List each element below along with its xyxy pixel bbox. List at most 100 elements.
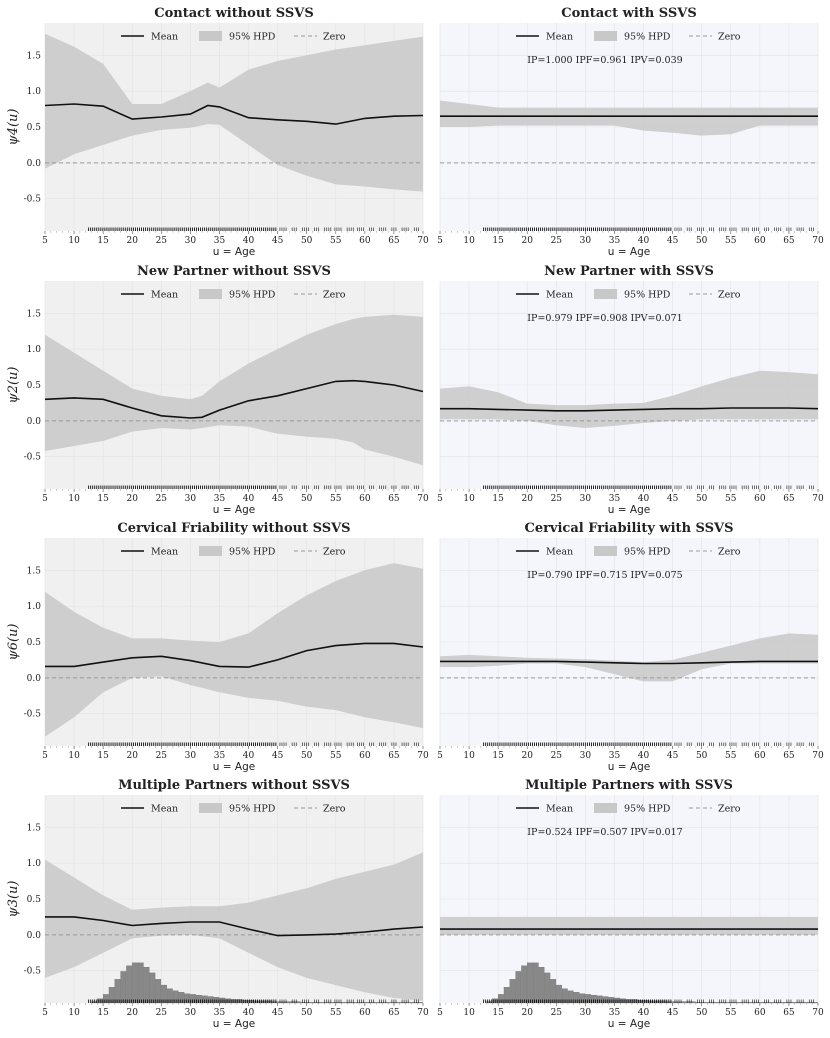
x-axis-label: u = Age (213, 1018, 255, 1030)
x-tick-label: 35 (609, 494, 621, 504)
legend-mean-label: Mean (151, 32, 178, 43)
x-tick-label: 5 (437, 494, 443, 504)
histogram-bar (108, 987, 115, 1004)
legend-hpd-swatch (199, 546, 222, 556)
x-tick-label: 10 (463, 1008, 475, 1018)
y-tick-label: 0.5 (27, 123, 42, 133)
histogram-bar (585, 994, 591, 1004)
hpd-band (440, 370, 818, 428)
histogram-bar (149, 972, 156, 1004)
y-tick-label: 1.5 (27, 823, 42, 833)
histogram-bar (812, 1002, 818, 1004)
x-tick-label: 65 (783, 236, 795, 246)
x-tick-label: 45 (272, 236, 284, 246)
legend-mean-label: Mean (151, 547, 178, 558)
x-tick-label: 60 (754, 236, 766, 246)
legend-mean-label: Mean (151, 290, 178, 301)
x-axis-label: u = Age (608, 761, 650, 773)
histogram-bar (143, 966, 150, 1004)
panel-5: 5 10 15 20 25 30 35 40 45 50 55 60 65 70 -0.5 0.0 0.5 1.0… (6, 521, 429, 773)
panel-title: Cervical Friability with SSVS (524, 521, 733, 536)
histogram-bar (184, 993, 191, 1004)
x-tick-label: 25 (551, 494, 563, 504)
histogram-bar (666, 1001, 673, 1004)
x-tick-label: 15 (492, 751, 504, 761)
legend-mean-label: Mean (546, 32, 573, 43)
histogram-bar (126, 965, 132, 1004)
legend: Mean 95% HPD Zero (121, 546, 346, 558)
histogram-bar (788, 1002, 795, 1004)
legend-mean-label: Mean (546, 290, 573, 301)
x-tick-label: 5 (42, 494, 48, 504)
histogram-bar (230, 999, 237, 1004)
x-tick-label: 30 (185, 751, 197, 761)
x-tick-label: 15 (97, 494, 109, 504)
histogram-bar (271, 1001, 278, 1004)
legend-hpd-swatch (199, 31, 222, 41)
x-tick-label: 60 (754, 751, 766, 761)
histogram-bar (387, 1002, 394, 1004)
legend-zero-label: Zero (718, 290, 741, 301)
x-tick-label: 55 (330, 494, 342, 504)
histogram-bar (318, 1002, 324, 1004)
x-axis-label: u = Age (608, 504, 650, 516)
legend: Mean 95% HPD Zero (121, 31, 346, 43)
x-tick-label: 10 (463, 751, 475, 761)
x-tick-label: 55 (725, 236, 737, 246)
y-axis-label: ψ3(u) (6, 881, 21, 918)
x-tick-label: 20 (127, 494, 139, 504)
histogram-bar (225, 998, 231, 1004)
panel-4: 5 10 15 20 25 30 35 40 45 50 55 60 65 70 u = Age New Pa… (437, 264, 824, 516)
x-tick-label: 25 (551, 751, 563, 761)
x-tick-label: 40 (243, 494, 255, 504)
x-tick-label: 60 (359, 236, 371, 246)
legend-hpd-swatch (594, 289, 617, 299)
histogram-bar (172, 990, 179, 1004)
x-tick-label: 30 (185, 236, 197, 246)
legend-zero-label: Zero (718, 547, 741, 558)
histogram-bar (527, 962, 533, 1004)
y-axis-label: ψ4(u) (6, 109, 21, 146)
x-axis-label: u = Age (213, 246, 255, 258)
histogram-bar (515, 971, 522, 1004)
hpd-band (440, 633, 818, 682)
histogram-bar (748, 1002, 754, 1004)
histogram-bar (782, 1002, 789, 1004)
hpd-band (440, 100, 818, 136)
rug-marks (88, 742, 419, 746)
y-tick-label: 0.5 (27, 895, 42, 905)
histogram-bar (759, 1002, 766, 1004)
panel-title: Cervical Friability without SSVS (117, 521, 350, 536)
histogram-bar (155, 979, 162, 1004)
y-tick-label: 1.5 (27, 566, 42, 576)
histogram-bar (300, 1002, 307, 1004)
x-tick-label: 70 (417, 236, 429, 246)
x-tick-label: 35 (609, 236, 621, 246)
x-tick-label: 35 (609, 751, 621, 761)
legend-zero-label: Zero (323, 804, 346, 815)
x-tick-label: 40 (243, 236, 255, 246)
x-tick-label: 20 (522, 236, 534, 246)
x-tick-label: 25 (156, 236, 168, 246)
x-tick-label: 20 (127, 1008, 139, 1018)
histogram-bar (190, 994, 196, 1004)
x-tick-label: 40 (243, 751, 255, 761)
histogram-bar (620, 998, 626, 1004)
histogram-bar (335, 1002, 342, 1004)
x-tick-label: 45 (272, 494, 284, 504)
legend-hpd-swatch (594, 803, 617, 813)
x-tick-label: 25 (156, 1008, 168, 1018)
x-tick-label: 20 (127, 751, 139, 761)
histogram-bar (393, 1002, 400, 1004)
x-tick-label: 55 (725, 751, 737, 761)
x-tick-label: 45 (272, 751, 284, 761)
x-tick-label: 45 (667, 751, 679, 761)
x-tick-label: 50 (696, 236, 708, 246)
x-tick-label: 50 (301, 236, 313, 246)
histogram-bar (417, 1002, 423, 1004)
rug-marks (483, 227, 814, 231)
y-tick-label: 0.5 (27, 638, 42, 648)
x-axis-label: u = Age (213, 761, 255, 773)
panel-7: 5 10 15 20 25 30 35 40 45 50 55 60 65 70 -0.5 0.0 0.5 1.0… (6, 778, 429, 1030)
histogram-bar (294, 1001, 301, 1004)
